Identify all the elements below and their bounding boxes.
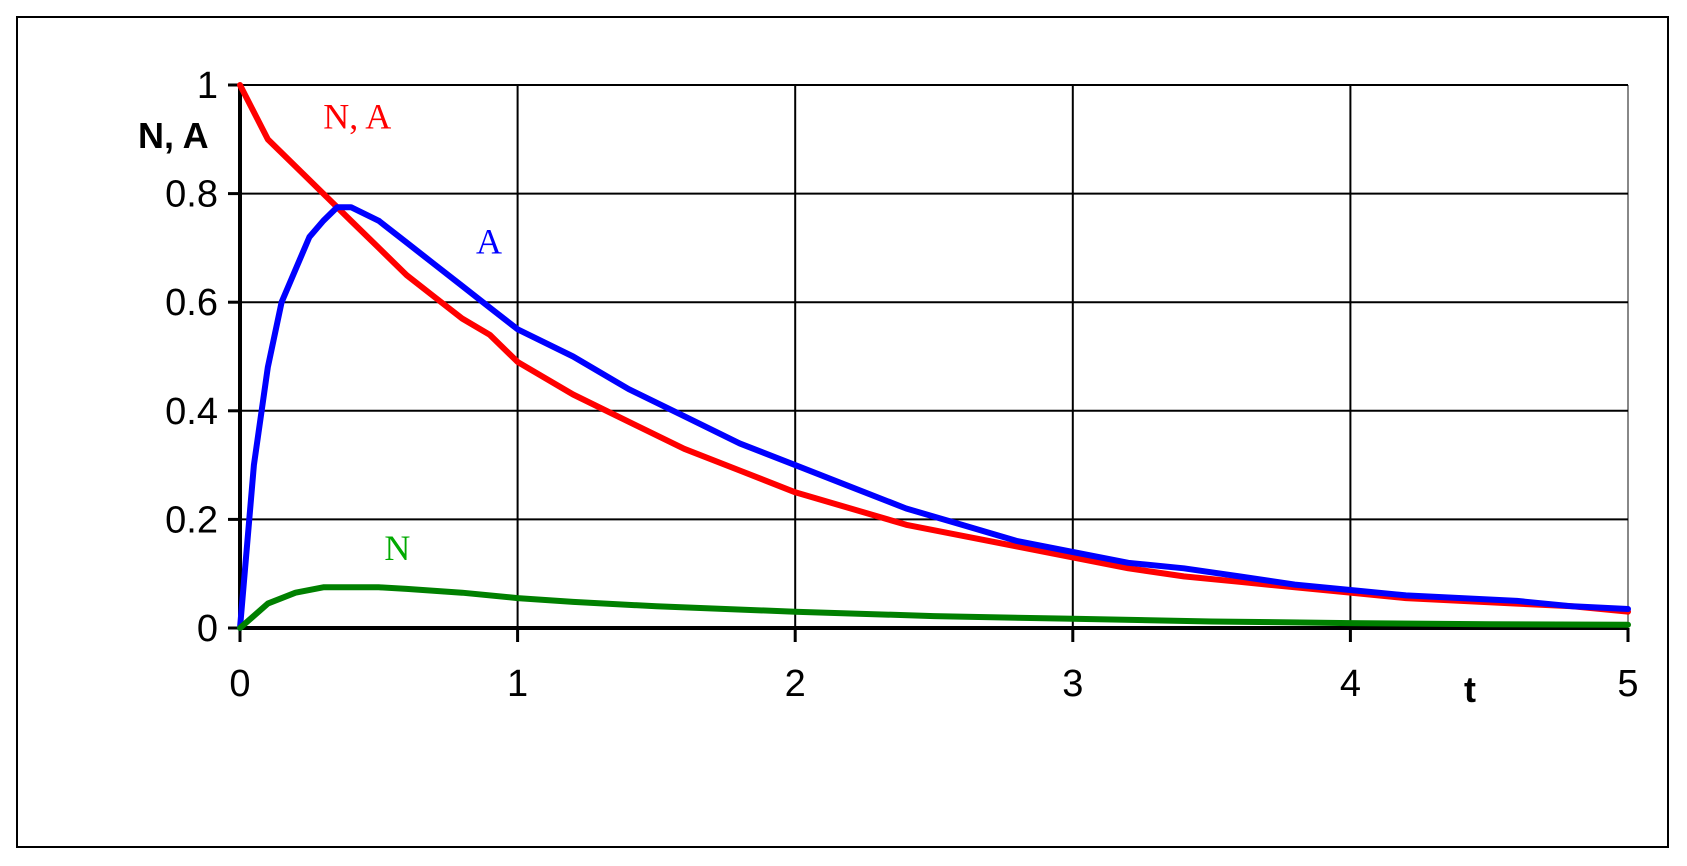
- x-axis-label: t: [1464, 669, 1476, 710]
- y-tick-label: 0.8: [165, 174, 218, 216]
- series-line-0: [237, 82, 1631, 615]
- x-tick-label: 3: [1062, 663, 1083, 705]
- series-line-2: [237, 584, 1631, 631]
- y-tick-label: 0.4: [165, 391, 218, 433]
- axes: [228, 83, 1630, 642]
- tick-labels: 0 0.2 0.4 0.6 0.8 1 0 1 2 3 4 5: [165, 65, 1638, 705]
- x-tick-label: 2: [785, 663, 806, 705]
- series-label-2: N: [384, 528, 410, 568]
- chart-frame: [16, 16, 1669, 848]
- y-axis-label: N, A: [138, 115, 209, 156]
- x-tick-label: 1: [507, 663, 528, 705]
- y-tick-label: 0: [197, 608, 218, 650]
- y-tick-label: 1: [197, 65, 218, 107]
- x-tick-label: 5: [1617, 663, 1638, 705]
- x-tick-label: 0: [229, 663, 250, 705]
- series-label-1: A: [476, 221, 502, 261]
- y-tick-label: 0.2: [165, 499, 218, 541]
- series-label-0: N, A: [323, 96, 391, 136]
- x-tick-label: 4: [1340, 663, 1361, 705]
- series-line-1: [237, 204, 1631, 631]
- y-tick-label: 0.6: [165, 282, 218, 324]
- grid: [240, 84, 1629, 628]
- series-lines: [237, 82, 1631, 631]
- series-labels: N, A A N: [323, 96, 502, 568]
